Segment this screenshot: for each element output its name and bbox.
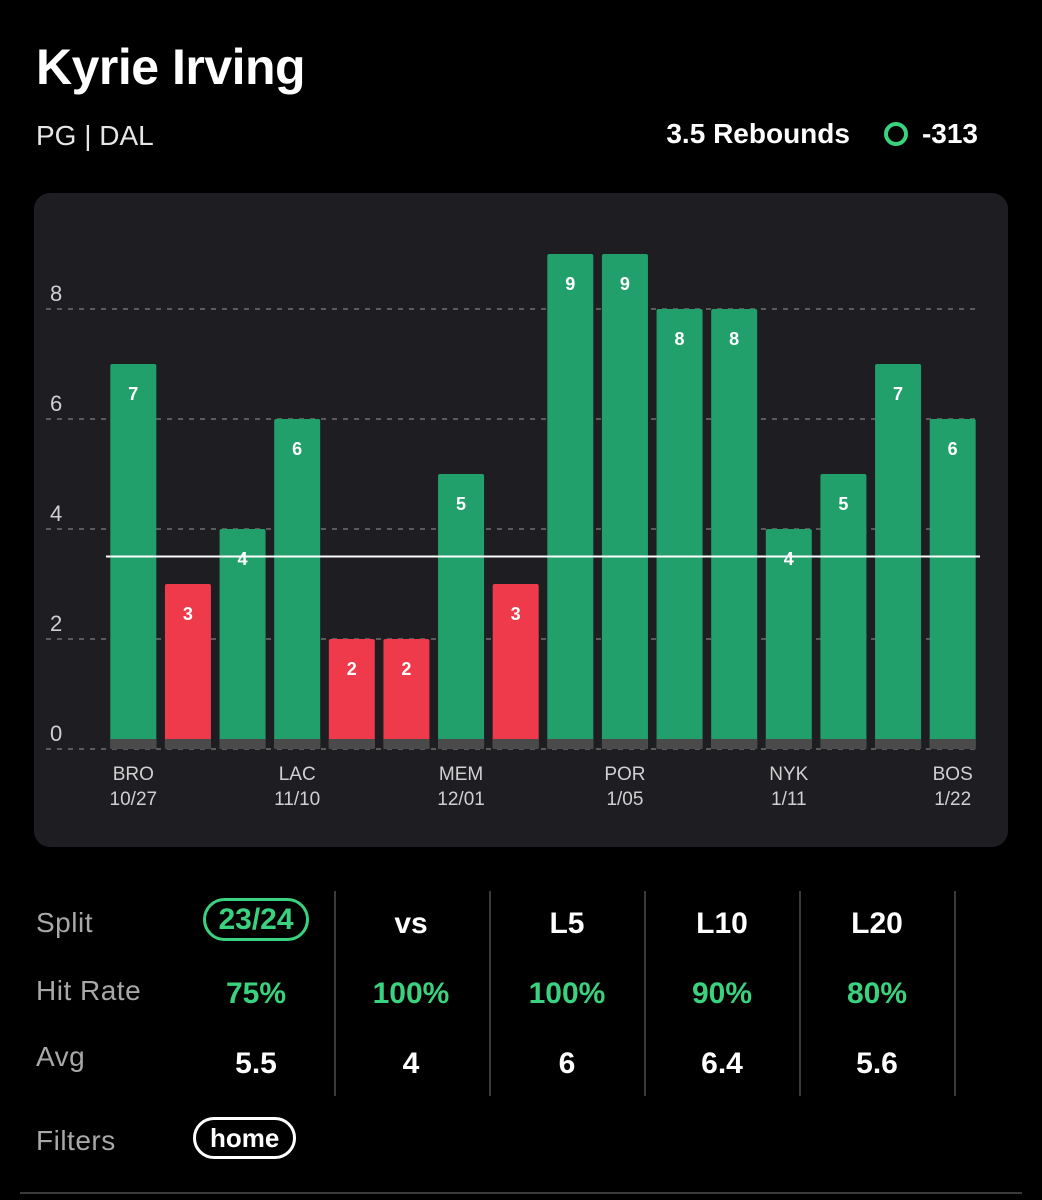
split-cell[interactable]: 23/24 <box>191 898 321 941</box>
prop-odds: -313 <box>921 118 978 149</box>
avg-cell: 6 <box>558 1047 576 1080</box>
hit-rate-cell: 80% <box>846 977 908 1010</box>
bar-value-label: 2 <box>347 659 357 679</box>
bar-value-label: 8 <box>729 329 739 349</box>
bar-base <box>492 739 539 749</box>
bar-base <box>328 739 375 749</box>
hit-rate-cell: 90% <box>691 977 753 1010</box>
bar-value-label: 9 <box>620 274 630 294</box>
bar <box>601 254 648 749</box>
x-tick-team: BRO <box>113 764 154 785</box>
player-name: Kyrie Irving <box>36 39 306 95</box>
bar-value-label: 2 <box>401 659 411 679</box>
column-divider <box>954 891 956 1096</box>
bar-value-label: 7 <box>893 384 903 404</box>
x-tick-date: 11/10 <box>274 789 320 810</box>
prop-summary[interactable]: 3.5 Rebounds -313 <box>666 118 978 150</box>
y-tick-label: 2 <box>50 611 62 636</box>
player-position-team: PG | DAL <box>36 120 154 151</box>
bar-base <box>438 739 485 749</box>
row-label-avg: Avg <box>36 1041 86 1072</box>
row-label-hit-rate: Hit Rate <box>36 975 142 1006</box>
bar-base <box>711 739 758 749</box>
bar-base <box>547 739 594 749</box>
bar <box>219 529 266 749</box>
bar-value-label: 4 <box>784 549 794 569</box>
avg-cell: 4 <box>402 1047 420 1080</box>
split-l5[interactable]: L5 <box>549 907 585 940</box>
x-tick-team: NYK <box>769 764 808 785</box>
avg-cell: 5.5 <box>235 1047 277 1080</box>
hit-rate-cell: 75% <box>225 977 287 1010</box>
y-tick-label: 4 <box>50 501 62 526</box>
bar <box>164 584 211 749</box>
split-vs[interactable]: vs <box>394 907 428 940</box>
x-tick-date: 1/05 <box>606 789 643 810</box>
filter-home-chip[interactable]: home <box>193 1117 297 1159</box>
bar-base <box>383 739 430 749</box>
bar-value-label: 5 <box>838 494 848 514</box>
x-tick-team: BOS <box>933 764 973 785</box>
bar-base <box>765 739 812 749</box>
y-tick-label: 0 <box>50 721 62 746</box>
y-tick-label: 6 <box>50 391 62 416</box>
bar <box>656 309 703 749</box>
split-season[interactable]: 23/24 <box>203 898 309 941</box>
column-divider <box>644 891 646 1096</box>
x-tick-date: 12/01 <box>437 789 485 810</box>
bar-base <box>110 739 157 749</box>
bar-base <box>656 739 703 749</box>
split-stats-table: Split Hit Rate Avg 23/24 75% 5.5 vs 100%… <box>0 885 1042 1105</box>
x-tick-team: MEM <box>439 764 483 785</box>
bar <box>438 474 485 749</box>
bar-base <box>219 739 266 749</box>
bar <box>383 639 430 749</box>
bar <box>492 584 539 749</box>
hit-rate-cell: 100% <box>372 977 450 1010</box>
bar-value-label: 6 <box>948 439 958 459</box>
bar <box>820 474 867 749</box>
column-divider <box>799 891 801 1096</box>
bar-value-label: 9 <box>565 274 575 294</box>
x-tick-team: LAC <box>279 764 316 785</box>
x-tick-date: 1/11 <box>771 789 807 810</box>
hit-rate-cell: 100% <box>528 977 606 1010</box>
bar <box>929 419 976 749</box>
bar <box>328 639 375 749</box>
bar-base <box>875 739 922 749</box>
x-tick-date: 10/27 <box>110 789 158 810</box>
y-tick-label: 8 <box>50 281 62 306</box>
bar-value-label: 3 <box>511 604 521 624</box>
bar-value-label: 5 <box>456 494 466 514</box>
split-l20[interactable]: L20 <box>851 907 903 940</box>
bar <box>274 419 321 749</box>
bar-value-label: 7 <box>128 384 138 404</box>
bar-base <box>164 739 211 749</box>
x-tick-date: 1/22 <box>934 789 971 810</box>
bar <box>765 529 812 749</box>
bar-value-label: 6 <box>292 439 302 459</box>
over-circle-icon <box>883 122 908 146</box>
split-l10[interactable]: L10 <box>696 907 748 940</box>
bar-value-label: 4 <box>238 549 248 569</box>
column-divider <box>489 891 491 1096</box>
divider <box>20 1192 1022 1194</box>
bar <box>547 254 594 749</box>
avg-cell: 5.6 <box>856 1047 898 1080</box>
column-divider <box>334 891 336 1096</box>
bar-base <box>274 739 321 749</box>
bar-base <box>820 739 867 749</box>
bar <box>711 309 758 749</box>
x-tick-team: POR <box>604 764 645 785</box>
bar-value-label: 3 <box>183 604 193 624</box>
bar-base <box>929 739 976 749</box>
bar-value-label: 8 <box>675 329 685 349</box>
filters-label: Filters <box>36 1125 116 1156</box>
game-log-chart: 0 2 4 6 8 7 3 4 6 2 2 5 3 9 9 8 8 4 5 7 6 BRO 10/27 LAC 11/10 MEM… <box>34 193 1008 847</box>
prop-line: 3.5 Rebounds <box>666 118 850 149</box>
bar-chart: 0 2 4 6 8 7 3 4 6 2 2 5 3 9 9 8 8 4 5 7 6 BRO 10/27 LAC 11/10 MEM… <box>46 254 980 810</box>
bar-base <box>601 739 648 749</box>
row-label-split: Split <box>36 907 93 938</box>
avg-cell: 6.4 <box>701 1047 743 1080</box>
